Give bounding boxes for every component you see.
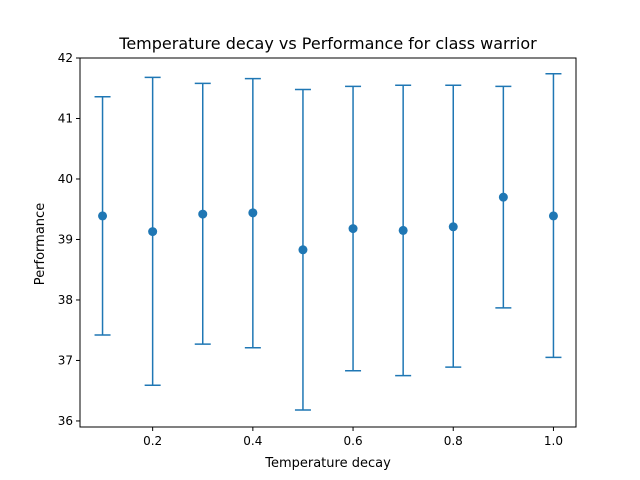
data-point <box>448 222 458 232</box>
data-point <box>398 225 408 235</box>
x-tick-label: 0.4 <box>243 434 262 448</box>
plot-area <box>79 57 577 428</box>
x-tick-label: 0.2 <box>143 434 162 448</box>
data-point <box>298 245 308 255</box>
x-tick-label: 0.6 <box>344 434 363 448</box>
data-point <box>498 192 508 202</box>
y-tick-label: 41 <box>58 111 73 125</box>
y-axis-label: Performance <box>33 203 48 285</box>
y-tick-label: 39 <box>58 232 73 246</box>
data-point <box>148 227 158 237</box>
data-point <box>348 224 358 234</box>
data-point <box>98 211 108 221</box>
y-tick-label: 42 <box>58 51 73 65</box>
data-marks <box>94 72 562 411</box>
data-point <box>198 209 208 219</box>
y-axis-ticks: 36 37 38 39 40 41 42 <box>58 51 80 428</box>
data-point <box>248 208 258 218</box>
x-axis-label: Temperature decay <box>264 456 391 471</box>
y-tick-label: 36 <box>58 414 73 428</box>
y-tick-label: 37 <box>58 353 73 367</box>
data-point <box>548 211 558 221</box>
x-tick-label: 1.0 <box>544 434 563 448</box>
y-tick-label: 40 <box>58 172 73 186</box>
plot-frame <box>79 57 577 428</box>
chart-title: Temperature decay vs Performance for cla… <box>118 34 537 53</box>
x-tick-label: 0.8 <box>444 434 463 448</box>
y-tick-label: 38 <box>58 293 73 307</box>
x-axis-ticks: 0.2 0.4 0.6 0.8 1.0 <box>143 427 563 448</box>
